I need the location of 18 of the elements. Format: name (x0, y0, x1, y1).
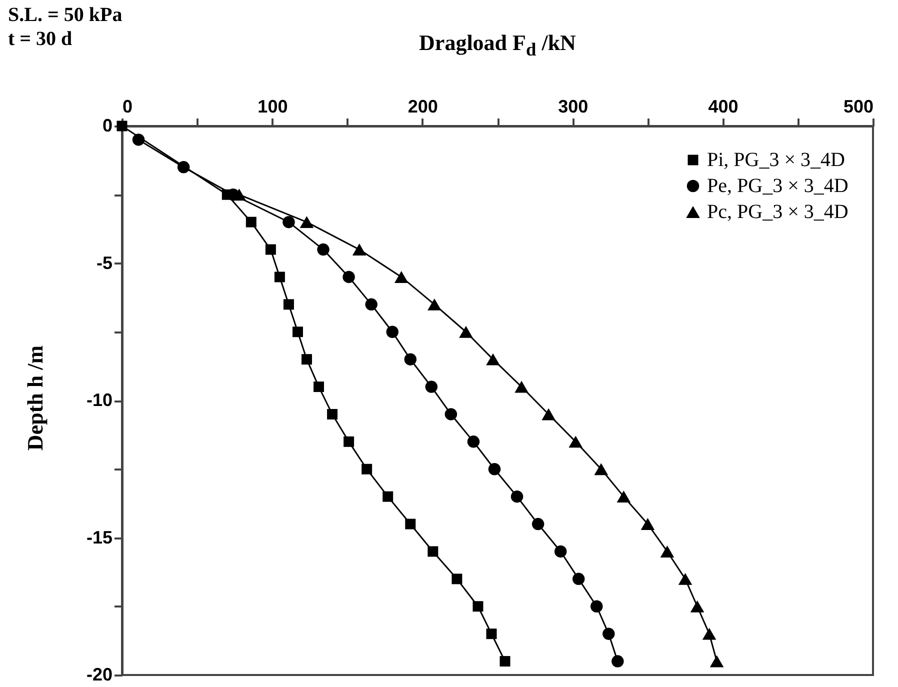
y-tick-label: -20 (86, 664, 112, 684)
x-tick-label: 0 (122, 96, 133, 116)
y-tick-label: -10 (86, 390, 112, 410)
x-tick-label: 300 (558, 96, 588, 116)
legend-label: Pi, PG_3 × 3_4D (707, 149, 845, 171)
y-tick-label: -15 (86, 527, 112, 548)
x-tick-label: 200 (408, 96, 438, 116)
x-tick-label: 500 (843, 96, 874, 116)
y-tick-label: 0 (102, 116, 112, 136)
legend-label: Pe, PG_3 × 3_4D (707, 175, 848, 197)
text: S.L. = 50 kPa (8, 4, 122, 27)
legend-label: Pc, PG_3 × 3_4D (707, 201, 848, 223)
text: t = 30 d (8, 28, 72, 51)
x-tick-label: 100 (258, 96, 288, 116)
x-tick-label: 400 (708, 96, 738, 116)
y-axis-title: Depth h /m (22, 344, 48, 453)
x-axis-title: Dragload F$_{d}$ /kN (418, 30, 577, 60)
y-tick-label: -5 (96, 252, 112, 273)
